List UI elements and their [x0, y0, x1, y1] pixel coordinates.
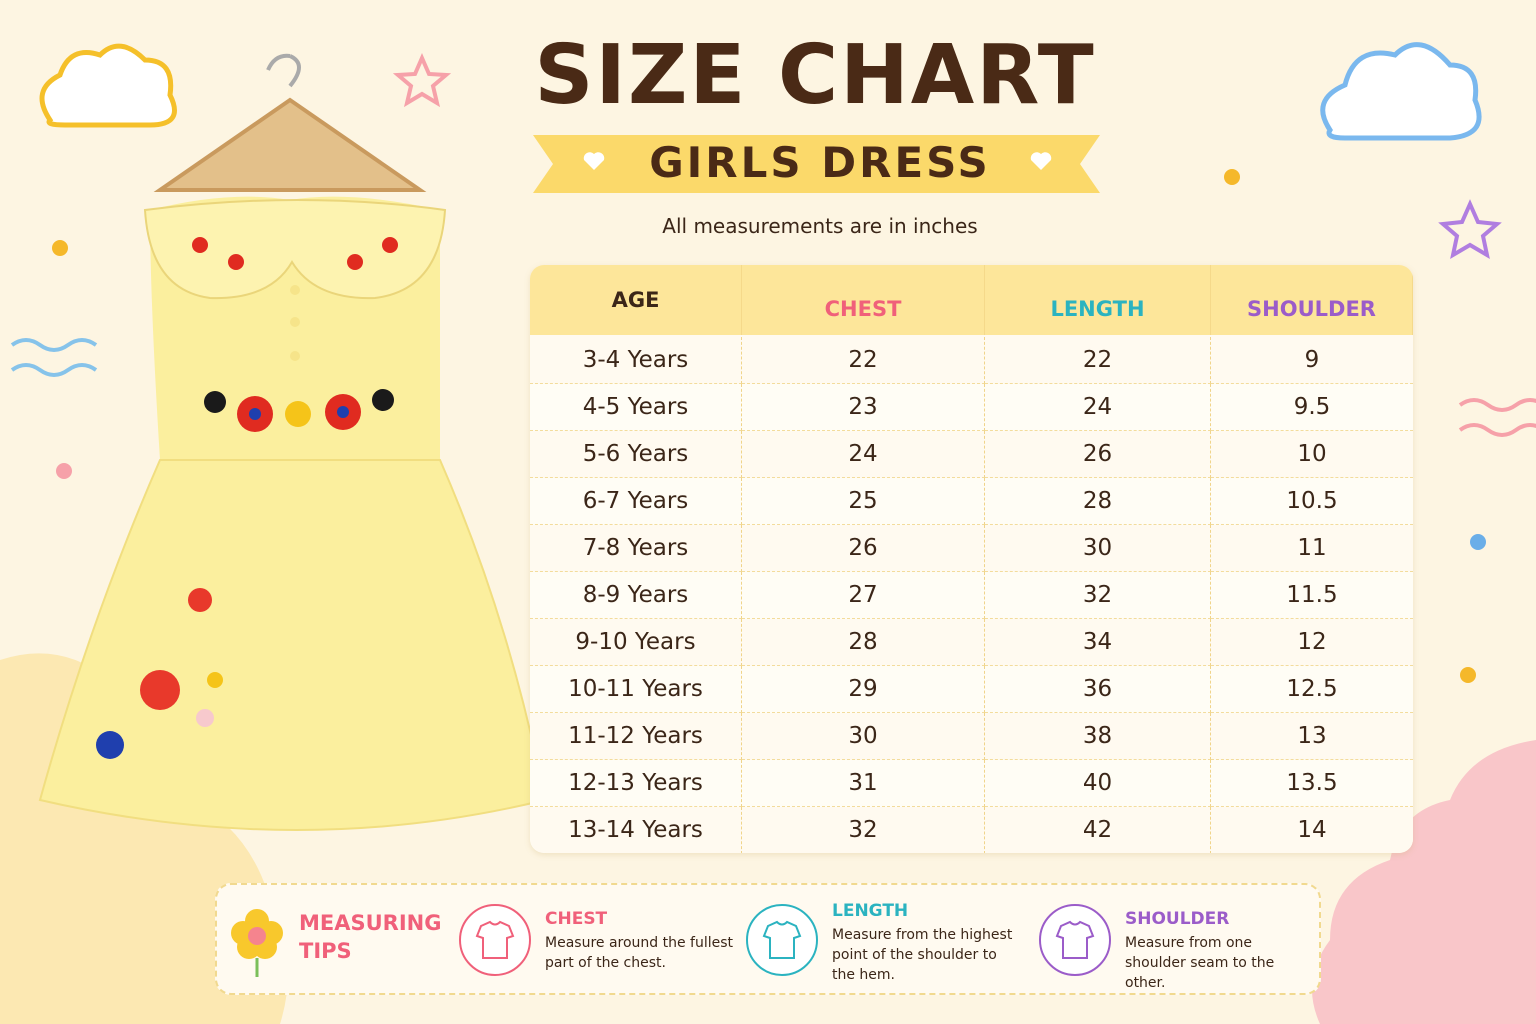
flower-icon [231, 909, 283, 977]
tip-icon [746, 904, 818, 976]
tip-text: Measure from one shoulder seam to the ot… [1125, 935, 1275, 991]
measurement: 36 [985, 666, 1211, 713]
subtitle: GIRLS DRESS [649, 138, 991, 187]
measurement: 31 [742, 760, 985, 807]
measurement: 27 [742, 572, 985, 619]
tip: CHEST Measure around the fullest part of … [545, 909, 735, 973]
age: 8-9 Years [530, 572, 742, 619]
measurement: 24 [742, 431, 985, 478]
measurement: 29 [742, 666, 985, 713]
tip-text: Measure around the fullest part of the c… [545, 935, 734, 971]
star [1438, 199, 1502, 260]
age: 11-12 Years [530, 713, 742, 760]
measurement: 22 [742, 337, 985, 384]
measurement: 42 [985, 807, 1211, 853]
age: 9-10 Years [530, 619, 742, 666]
age: 7-8 Years [530, 525, 742, 572]
age: 5-6 Years [530, 431, 742, 478]
measurement: 10 [1211, 431, 1413, 478]
dot [52, 240, 68, 256]
dot [1224, 169, 1240, 185]
measurement: 40 [985, 760, 1211, 807]
column-header: LENGTH [985, 265, 1211, 335]
column-header: SHOULDER [1211, 265, 1413, 335]
measurement: 12.5 [1211, 666, 1413, 713]
measurement: 13 [1211, 713, 1413, 760]
dot [1470, 534, 1486, 550]
tip-icon [1039, 904, 1111, 976]
measurement: 9 [1211, 337, 1413, 384]
title: SIZE CHART [534, 28, 1096, 123]
waves [1458, 398, 1536, 437]
age: 4-5 Years [530, 384, 742, 431]
age: 6-7 Years [530, 478, 742, 525]
measurement: 32 [742, 807, 985, 853]
measurement: 23 [742, 384, 985, 431]
cloud [1320, 42, 1482, 141]
tip: LENGTH Measure from the highest point of … [832, 901, 1022, 985]
tip-label: SHOULDER [1125, 909, 1230, 929]
age: 13-14 Years [530, 807, 742, 853]
measurement: 34 [985, 619, 1211, 666]
hook [266, 53, 301, 88]
measurement: 13.5 [1211, 760, 1413, 807]
skirt [38, 459, 547, 831]
heart [1030, 152, 1052, 170]
waves [10, 338, 98, 377]
ribbon [533, 135, 1100, 193]
measurement: 32 [985, 572, 1211, 619]
measurement: 11 [1211, 525, 1413, 572]
note: All measurements are in inches [662, 214, 978, 238]
column-header: AGE [530, 265, 742, 335]
cloud [39, 43, 177, 128]
dot [1460, 667, 1476, 683]
tip-icon [459, 904, 531, 976]
measurement: 28 [985, 478, 1211, 525]
collar [143, 199, 447, 300]
bg-cloud [1312, 740, 1536, 1024]
measurement: 25 [742, 478, 985, 525]
measurement: 38 [985, 713, 1211, 760]
heart [583, 152, 605, 170]
measurement: 11.5 [1211, 572, 1413, 619]
tip-text: Measure from the highest point of the sh… [832, 927, 1013, 983]
measurement: 28 [742, 619, 985, 666]
measurement: 12 [1211, 619, 1413, 666]
tip-label: CHEST [545, 909, 608, 929]
age: 10-11 Years [530, 666, 742, 713]
measurement: 24 [985, 384, 1211, 431]
tips-title: MEASURING TIPS [299, 911, 442, 963]
measurement: 30 [742, 713, 985, 760]
dot [56, 463, 72, 479]
measurement: 14 [1211, 807, 1413, 853]
age: 12-13 Years [530, 760, 742, 807]
measurement: 22 [985, 337, 1211, 384]
measurement: 10.5 [1211, 478, 1413, 525]
star [392, 53, 452, 108]
measurement: 26 [985, 431, 1211, 478]
measurement: 9.5 [1211, 384, 1413, 431]
measurement: 26 [742, 525, 985, 572]
column-header: CHEST [742, 265, 985, 335]
tip-label: LENGTH [832, 901, 909, 921]
tip: SHOULDER Measure from one shoulder seam t… [1125, 909, 1315, 993]
measurement: 30 [985, 525, 1211, 572]
tips-box: MEASURING TIPS CHEST Measure around the f… [215, 883, 1321, 995]
size-table: AGE CHEST LENGTH SHOULDER 3-4 Years 22 22 9 4-5 … [530, 265, 1413, 853]
age: 3-4 Years [530, 337, 742, 384]
hanger [153, 97, 427, 192]
embroidery [96, 237, 398, 759]
